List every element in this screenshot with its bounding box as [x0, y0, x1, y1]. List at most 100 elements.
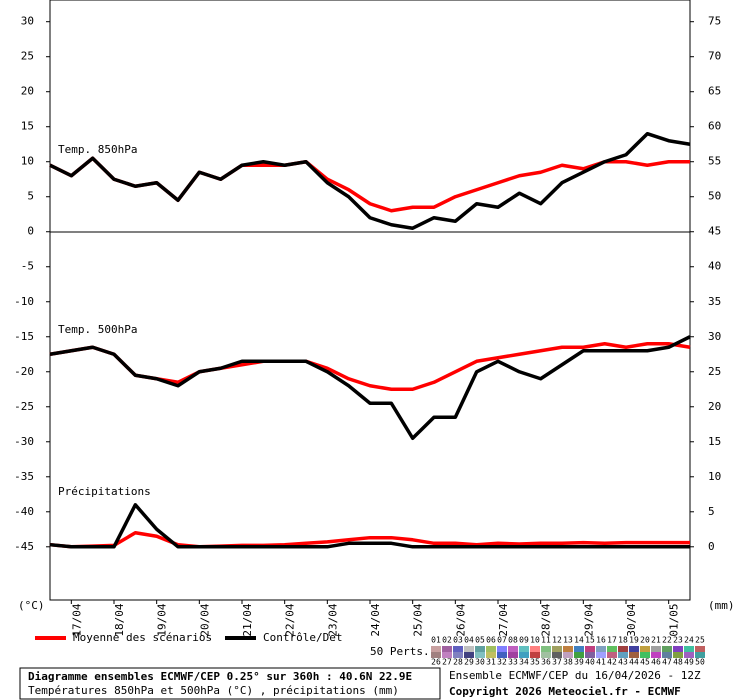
pert-swatch [684, 646, 694, 652]
x-tick-label: 27/04 [497, 603, 510, 636]
y2-tick-label: 75 [708, 15, 721, 28]
y2-tick-label: 5 [708, 505, 715, 518]
pert-number: 17 [607, 636, 617, 645]
perts-label: 50 Perts. [370, 645, 430, 658]
pert-number: 41 [596, 658, 606, 667]
pert-number: 39 [574, 658, 584, 667]
pert-number: 45 [640, 658, 650, 667]
x-tick-label: 19/04 [156, 603, 169, 636]
y-tick-label: 30 [21, 15, 34, 28]
pert-number: 48 [673, 658, 683, 667]
pert-swatch [607, 652, 617, 658]
y-tick-label: 0 [27, 225, 34, 238]
pert-number: 29 [464, 658, 474, 667]
panel-label: Temp. 850hPa [58, 143, 137, 156]
x-tick-label: 22/04 [284, 603, 297, 636]
pert-swatch [497, 652, 507, 658]
y-tick-label: -25 [14, 400, 34, 413]
pert-swatch [431, 646, 441, 652]
pert-swatch [508, 652, 518, 658]
y2-tick-label: 25 [708, 365, 721, 378]
precip-line [49, 503, 690, 549]
pert-number: 02 [442, 636, 452, 645]
y-tick-label: -45 [14, 540, 34, 553]
pert-swatch [673, 646, 683, 652]
x-tick-label: 25/04 [412, 603, 425, 636]
pert-number: 46 [651, 658, 661, 667]
pert-number: 24 [684, 636, 694, 645]
pert-number: 37 [552, 658, 562, 667]
pert-swatch [453, 646, 463, 652]
x-tick-label: 18/04 [113, 603, 126, 636]
legend-label: Moyenne des scénarios [73, 631, 212, 644]
pert-number: 09 [519, 636, 529, 645]
x-tick-label: 21/04 [241, 603, 254, 636]
pert-swatch [475, 652, 485, 658]
pert-swatch [684, 652, 694, 658]
x-tick-label: 01/05 [668, 603, 681, 636]
x-tick-label: 28/04 [540, 603, 553, 636]
y2-tick-label: 50 [708, 190, 721, 203]
x-tick-label: 23/04 [326, 603, 339, 636]
pert-swatch [530, 652, 540, 658]
pert-swatch [574, 646, 584, 652]
pert-swatch [552, 652, 562, 658]
pert-number: 05 [475, 636, 485, 645]
pert-number: 04 [464, 636, 474, 645]
y2-tick-label: 15 [708, 435, 721, 448]
pert-swatch [563, 646, 573, 652]
pert-swatch [651, 646, 661, 652]
pert-swatch [618, 646, 628, 652]
y2-tick-label: 60 [708, 120, 721, 133]
pert-swatch [442, 652, 452, 658]
pert-number: 11 [541, 636, 551, 645]
pert-number: 19 [629, 636, 639, 645]
pert-swatch [629, 652, 639, 658]
pert-number: 07 [497, 636, 507, 645]
pert-number: 47 [662, 658, 672, 667]
pert-number: 28 [453, 658, 463, 667]
pert-number: 14 [574, 636, 584, 645]
x-tick-label: 26/04 [454, 603, 467, 636]
pert-number: 15 [585, 636, 595, 645]
pert-number: 40 [585, 658, 595, 667]
y2-tick-label: 45 [708, 225, 721, 238]
x-tick-label: 20/04 [198, 603, 211, 636]
pert-number: 31 [486, 658, 496, 667]
pert-swatch [673, 652, 683, 658]
pert-swatch [695, 646, 705, 652]
x-tick-label: 30/04 [625, 603, 638, 636]
y-tick-label: -40 [14, 505, 34, 518]
y-tick-label: -10 [14, 295, 34, 308]
pert-swatch [431, 652, 441, 658]
y2-tick-label: 35 [708, 295, 721, 308]
x-tick-label: 24/04 [369, 603, 382, 636]
y2-tick-label: 65 [708, 85, 721, 98]
y-tick-label: -15 [14, 330, 34, 343]
y-tick-label: -5 [21, 260, 34, 273]
panel-label: Précipitations [58, 485, 151, 498]
y2-tick-label: 40 [708, 260, 721, 273]
y-tick-label: 15 [21, 120, 34, 133]
plot-frame [49, 0, 691, 601]
panel-label: Temp. 500hPa [58, 323, 137, 336]
pert-number: 16 [596, 636, 606, 645]
t850-line [49, 131, 691, 230]
pert-swatch [585, 652, 595, 658]
y-tick-label: 5 [27, 190, 34, 203]
y2-unit: (mm) [708, 599, 735, 612]
pert-number: 22 [662, 636, 672, 645]
pert-number: 44 [629, 658, 639, 667]
footer-subtitle: Températures 850hPa et 500hPa (°C) , pré… [28, 684, 399, 697]
pert-swatch [475, 646, 485, 652]
y2-tick-label: 55 [708, 155, 721, 168]
pert-swatch [618, 652, 628, 658]
precip-line [49, 531, 690, 549]
pert-number: 34 [519, 658, 529, 667]
footer-box [19, 667, 441, 700]
pert-swatch [530, 646, 540, 652]
y2-tick-label: 0 [708, 540, 715, 553]
x-tick-label: 29/04 [582, 603, 595, 636]
pert-swatch [453, 652, 463, 658]
